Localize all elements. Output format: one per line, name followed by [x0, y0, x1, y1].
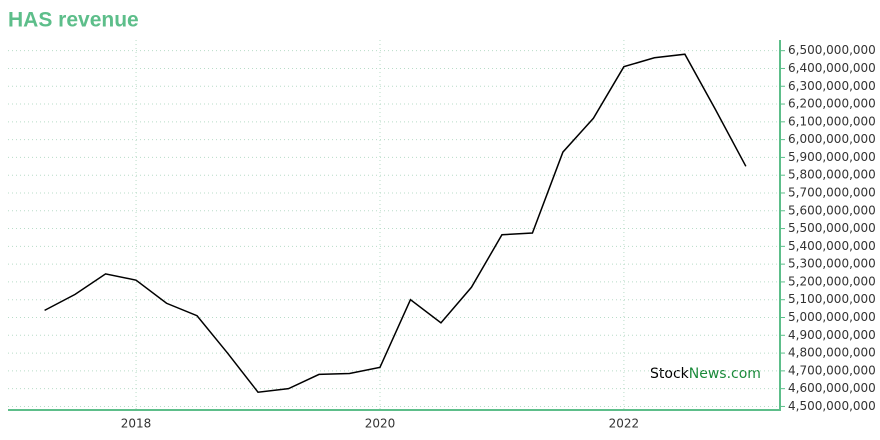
y-tick-label: 6,500,000,000 — [788, 43, 876, 57]
y-tick-label: 6,400,000,000 — [788, 61, 876, 75]
watermark-part: Stock — [650, 366, 690, 382]
y-tick-label: 6,200,000,000 — [788, 97, 876, 111]
watermark: StockNews.com — [650, 366, 761, 382]
x-tick-label: 2018 — [121, 417, 152, 431]
y-tick-label: 5,700,000,000 — [788, 185, 876, 199]
y-tick-label: 6,000,000,000 — [788, 132, 876, 146]
y-tick-label: 4,600,000,000 — [788, 381, 876, 395]
y-tick-label: 5,600,000,000 — [788, 203, 876, 217]
watermark-part: News.com — [689, 366, 761, 382]
y-tick-label: 5,000,000,000 — [788, 310, 876, 324]
x-tick-label: 2020 — [365, 417, 396, 431]
line — [44, 53, 747, 394]
y-tick-label: 4,700,000,000 — [788, 363, 876, 377]
y-tick-label: 5,800,000,000 — [788, 168, 876, 182]
y-tick-label: 4,900,000,000 — [788, 328, 876, 342]
x-tick-label: 2022 — [609, 417, 640, 431]
y-tick-label: 5,400,000,000 — [788, 239, 876, 253]
y-tick-label: 6,300,000,000 — [788, 79, 876, 93]
y-tick-label: 6,100,000,000 — [788, 114, 876, 128]
chart-title: HAS revenue — [8, 9, 139, 32]
y-tick-label: 5,100,000,000 — [788, 292, 876, 306]
y-tick-label: 5,900,000,000 — [788, 150, 876, 164]
y-tick-label: 5,300,000,000 — [788, 257, 876, 271]
y-tick-label: 5,500,000,000 — [788, 221, 876, 235]
y-tick-label: 5,200,000,000 — [788, 274, 876, 288]
y-tick-label: 4,800,000,000 — [788, 346, 876, 360]
y-tick-label: 4,500,000,000 — [788, 399, 876, 413]
